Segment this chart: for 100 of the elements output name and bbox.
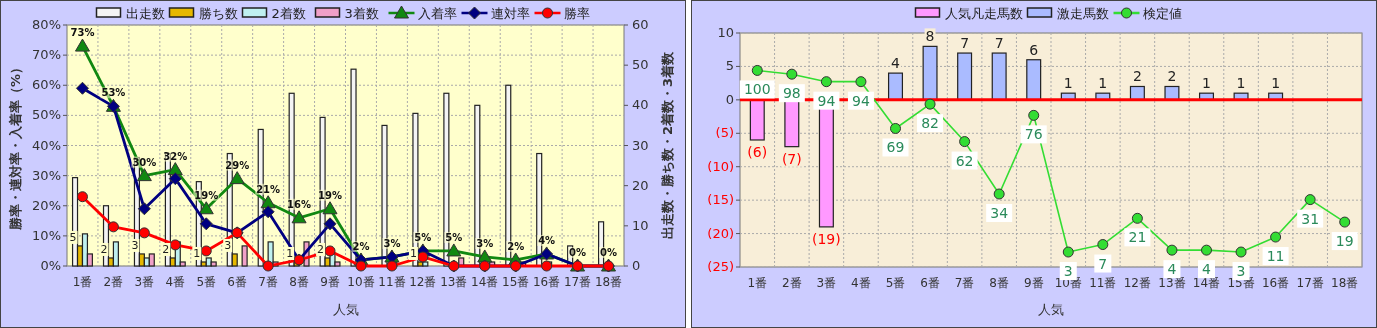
- y-tick-label: 70%: [32, 47, 61, 63]
- y-tick-label: 5: [725, 58, 734, 74]
- data-label: 5%: [414, 231, 432, 243]
- x-tick-label: 16番: [1261, 276, 1290, 290]
- x-tick-label: 7番: [954, 276, 975, 290]
- y-tick-label: 0: [725, 91, 734, 107]
- data-label: 0%: [600, 247, 618, 258]
- data-label: 7: [994, 35, 1004, 52]
- y-axis-title: 勝率・連対率・入着率（%）: [8, 60, 23, 232]
- y-tick-label: 30%: [32, 167, 61, 183]
- x-tick-label: 2番: [103, 275, 124, 289]
- legend-label: 激走馬数: [1056, 6, 1109, 21]
- x-tick-label: 6番: [920, 276, 940, 290]
- x-tick-label: 1番: [72, 275, 93, 289]
- data-label: 4: [1202, 261, 1212, 278]
- x-tick-label: 13番: [1158, 276, 1186, 290]
- data-label: 1: [1098, 75, 1108, 92]
- data-label: 1: [1271, 75, 1281, 92]
- legend-label: 検定値: [1142, 6, 1182, 21]
- x-tick-label: 18番: [1331, 276, 1359, 290]
- x-tick-label: 8番: [989, 276, 1009, 290]
- data-label: 5%: [445, 231, 463, 243]
- y-tick-label: (20): [707, 225, 734, 241]
- data-label: 1: [286, 246, 294, 260]
- y-tick-label: 0%: [40, 258, 61, 273]
- y2-tick-label: 30: [632, 137, 649, 153]
- data-label: 2: [100, 242, 108, 256]
- y2-tick-label: 20: [632, 177, 649, 193]
- x-tick-label: 14番: [471, 275, 499, 289]
- x-tick-label: 4番: [165, 275, 186, 289]
- x-tick-label: 12番: [409, 275, 437, 289]
- x-tick-label: 8番: [289, 275, 309, 289]
- data-label: 3: [1063, 263, 1073, 280]
- data-label: 94: [852, 92, 870, 109]
- x-tick-label: 12番: [1123, 276, 1152, 290]
- y2-tick-label: 0: [632, 258, 641, 273]
- y-tick-label: (15): [707, 192, 734, 208]
- x-tick-label: 15番: [502, 275, 530, 289]
- y2-tick-label: 40: [632, 97, 649, 113]
- x-tick-label: 18番: [594, 275, 623, 289]
- y2-tick-label: 10: [632, 217, 649, 233]
- data-label: 3%: [476, 237, 494, 249]
- y-tick-label: (10): [707, 158, 734, 174]
- data-label: 3%: [383, 237, 401, 249]
- data-label: 19%: [194, 189, 219, 201]
- legend-label: 出走数: [125, 6, 165, 21]
- data-label: 2: [1167, 68, 1177, 85]
- data-label: 19: [1335, 233, 1354, 250]
- data-label: 3: [1236, 263, 1246, 280]
- x-tick-label: 9番: [320, 275, 340, 289]
- y-tick-label: 60%: [32, 77, 61, 93]
- legend-label: 2着数: [271, 6, 306, 21]
- legend-label: 入着率: [417, 6, 457, 21]
- data-label: 100: [743, 81, 771, 98]
- y-tick-label: 80%: [32, 17, 61, 32]
- data-label: 8: [925, 28, 935, 45]
- data-label: 11: [1266, 248, 1285, 265]
- y2-tick-label: 60: [632, 17, 649, 32]
- data-label: 30%: [132, 156, 157, 168]
- data-label: 3: [131, 238, 139, 252]
- data-label: 4%: [538, 234, 556, 246]
- x-tick-label: 9番: [1023, 276, 1044, 290]
- x-axis-title: 人気: [1038, 302, 1064, 317]
- x-tick-label: 13番: [440, 275, 468, 289]
- data-label: 32%: [163, 150, 188, 162]
- data-label: 7: [960, 35, 970, 52]
- data-label: 1: [1236, 75, 1246, 92]
- x-tick-label: 3番: [816, 276, 837, 290]
- data-label: 34: [990, 204, 1009, 221]
- data-label: 4: [891, 55, 901, 72]
- data-label: 53%: [101, 87, 126, 99]
- data-label: 2%: [507, 240, 525, 252]
- x-tick-label: 11番: [378, 275, 406, 289]
- data-label: 76: [1024, 126, 1043, 143]
- data-label: 2: [317, 242, 325, 256]
- data-label: 5: [69, 230, 77, 244]
- data-label: 3: [224, 238, 232, 252]
- legend-label: 勝ち数: [198, 6, 238, 21]
- x-tick-label: 16番: [533, 275, 561, 289]
- data-label: 94: [817, 92, 836, 109]
- data-label: 19%: [318, 189, 342, 201]
- y-tick-label: (5): [715, 125, 734, 141]
- x-tick-label: 11番: [1089, 276, 1117, 290]
- x-tick-label: 3番: [134, 275, 155, 289]
- y-tick-label: 40%: [32, 137, 61, 153]
- data-label: 2%: [352, 240, 370, 252]
- data-label: 4: [1167, 261, 1177, 278]
- data-label: 21%: [256, 183, 281, 195]
- y-tick-label: 20%: [32, 197, 61, 213]
- x-tick-label: 14番: [1192, 276, 1221, 290]
- x-tick-label: 2番: [782, 276, 802, 290]
- data-label: 1: [1063, 75, 1073, 92]
- data-label: 1: [409, 246, 417, 260]
- y2-tick-label: 50: [632, 57, 649, 73]
- legend-label: 連対率: [490, 6, 530, 21]
- x-tick-label: 10番: [347, 275, 375, 289]
- data-label: 2: [162, 242, 170, 256]
- x-tick-label: 5番: [885, 276, 906, 290]
- data-label: 16%: [287, 198, 312, 210]
- data-label: 7: [1098, 255, 1108, 272]
